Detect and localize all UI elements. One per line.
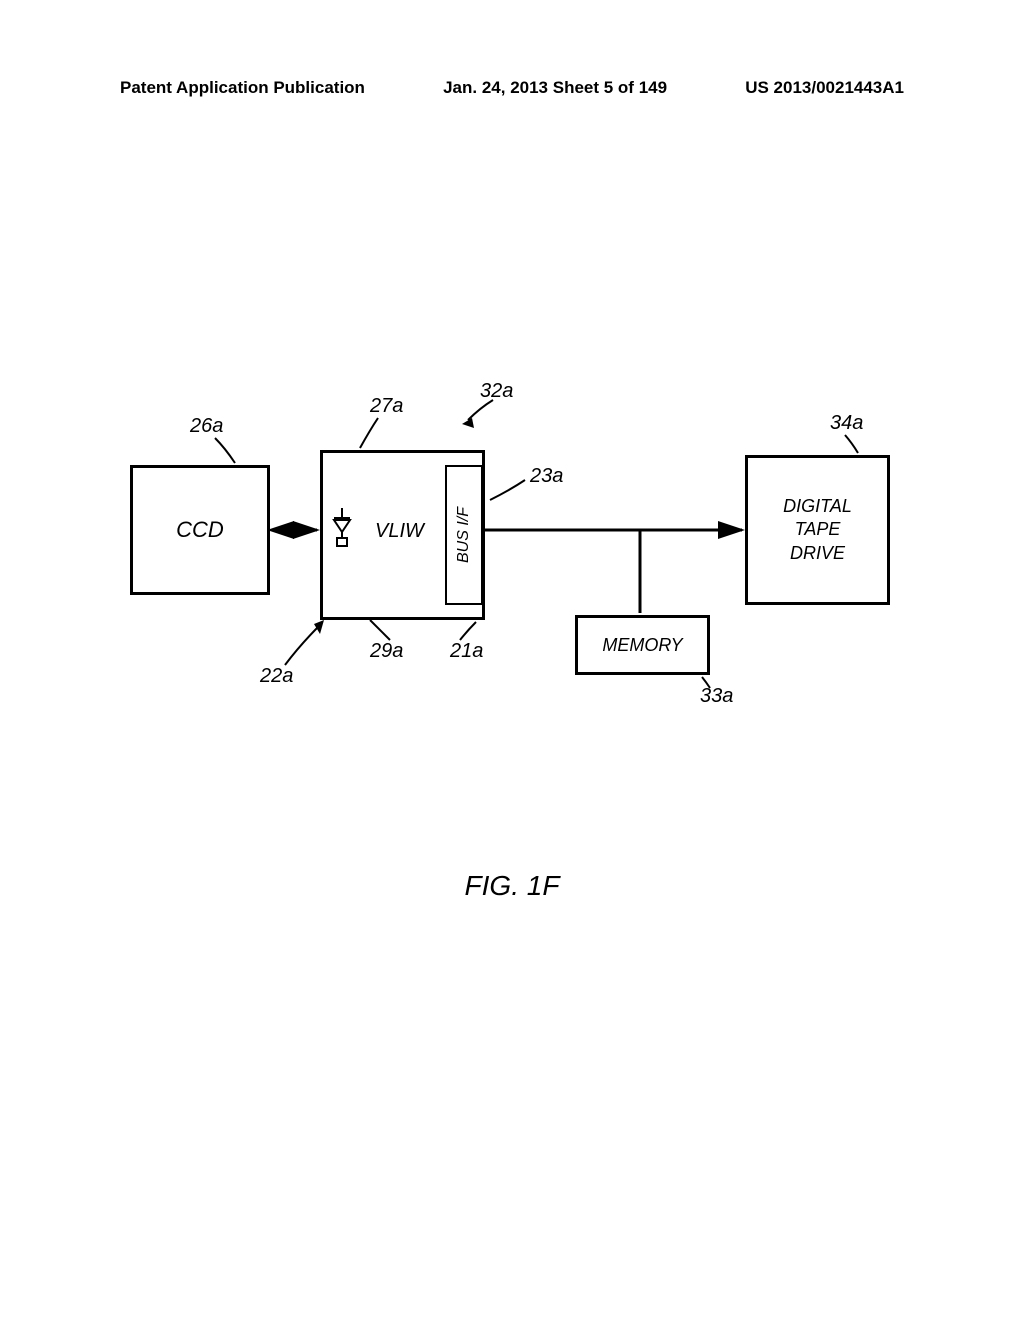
busif-block: BUS I/F bbox=[445, 465, 483, 605]
header-center: Jan. 24, 2013 Sheet 5 of 149 bbox=[443, 78, 667, 98]
tape-label: DIGITAL TAPE DRIVE bbox=[783, 495, 852, 565]
ref-23a: 23a bbox=[530, 465, 563, 488]
busif-label: BUS I/F bbox=[455, 507, 473, 563]
ref-32a: 32a bbox=[480, 380, 513, 403]
ref-27a: 27a bbox=[370, 395, 403, 418]
header-right: US 2013/0021443A1 bbox=[745, 78, 904, 98]
memory-label: MEMORY bbox=[602, 635, 682, 656]
pin-icon bbox=[332, 508, 352, 548]
ccd-label: CCD bbox=[176, 517, 224, 543]
vliw-label: VLIW bbox=[375, 520, 424, 543]
ccd-block: CCD bbox=[130, 465, 270, 595]
figure-label: FIG. 1F bbox=[0, 870, 1024, 902]
header-left: Patent Application Publication bbox=[120, 78, 365, 98]
ref-34a: 34a bbox=[830, 412, 863, 435]
ref-33a: 33a bbox=[700, 685, 733, 708]
memory-block: MEMORY bbox=[575, 615, 710, 675]
block-diagram: CCD VLIW BUS I/F DIGITAL TAPE DRIVE MEMO… bbox=[0, 380, 1024, 900]
page-header: Patent Application Publication Jan. 24, … bbox=[0, 78, 1024, 98]
ref-21a: 21a bbox=[450, 640, 483, 663]
ref-29a: 29a bbox=[370, 640, 403, 663]
ref-26a: 26a bbox=[190, 415, 223, 438]
tape-block: DIGITAL TAPE DRIVE bbox=[745, 455, 890, 605]
ref-22a: 22a bbox=[260, 665, 293, 688]
